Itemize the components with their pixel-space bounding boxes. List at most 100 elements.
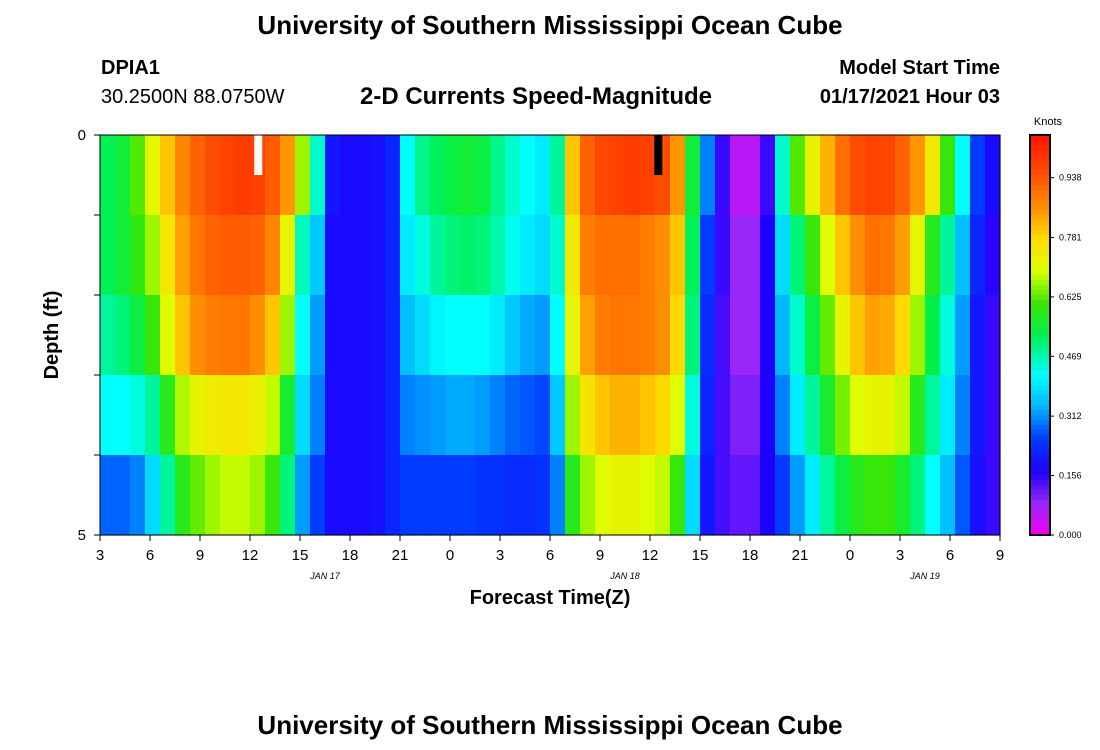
x-tick-label: 15 [692,547,709,564]
heatmap-cell [340,375,356,456]
heatmap-cell [265,295,281,376]
heatmap-cell [745,135,761,216]
heatmap-cell [280,215,296,296]
heatmap-cell [520,375,536,456]
heatmap-cell [715,375,731,456]
heatmap-cell [475,135,491,216]
heatmap-cell [685,455,701,536]
colorbar-tick-label: 0.469 [1059,351,1082,361]
heatmap-cell [760,135,776,216]
heatmap-cell [175,215,191,296]
heatmap-cell [160,215,176,296]
heatmap-cell [820,215,836,296]
heatmap-cell [835,215,851,296]
heatmap-cell [925,295,941,376]
heatmap-cell [685,375,701,456]
x-tick-label: 3 [496,547,504,564]
colorbar-segment [1030,290,1050,296]
heatmap-cell [850,455,866,536]
colorbar-segment [1030,235,1050,241]
x-tick-label: 6 [546,547,554,564]
heatmap-cell [400,295,416,376]
heatmap-cell [910,375,926,456]
heatmap-cell [175,455,191,536]
heatmap-cell [115,135,131,216]
heatmap-cell [895,215,911,296]
heatmap-cell [790,135,806,216]
heatmap-cell [775,375,791,456]
colorbar-segment [1030,495,1050,501]
heatmap-cell [220,135,236,216]
heatmap-cell [625,375,641,456]
heatmap-cell [865,215,881,296]
heatmap-cell [430,215,446,296]
date-label: JAN 17 [309,571,341,581]
heatmap-cell [550,455,566,536]
heatmap-cell [970,455,986,536]
heatmap-cell [685,215,701,296]
colorbar-segment [1030,245,1050,251]
heatmap-cell [985,215,1001,296]
colorbar-segment [1030,335,1050,341]
heatmap-cell [175,135,191,216]
colorbar-segment [1030,445,1050,451]
x-tick-label: 0 [446,547,454,564]
heatmap-cell [190,455,206,536]
heatmap-cell [760,215,776,296]
heatmap-cell [340,215,356,296]
heatmap-cell [295,455,311,536]
heatmap-cell [595,135,611,216]
heatmap-cell [820,135,836,216]
heatmap-cell [445,215,461,296]
colorbar-segment [1030,175,1050,181]
heatmap-cell [895,295,911,376]
heatmap-cell [955,375,971,456]
date-label: JAN 18 [609,571,640,581]
x-tick-label: 12 [242,547,259,564]
heatmap-cell [355,455,371,536]
heatmap-cell [970,375,986,456]
colorbar-segment [1030,145,1050,151]
heatmap-cell [865,375,881,456]
heatmap-cell [250,455,266,536]
heatmap-cell [265,375,281,456]
heatmap-cell [220,375,236,456]
heatmap-cell [340,135,356,216]
heatmap-cell [640,295,656,376]
heatmap-cell [430,455,446,536]
heatmap-cell [475,375,491,456]
heatmap-cell [715,295,731,376]
heatmap-cell [880,455,896,536]
heatmap-cell [520,295,536,376]
heatmap-cell [940,375,956,456]
heatmap-cell [940,215,956,296]
colorbar-segment [1030,435,1050,441]
heatmap-cell [385,455,401,536]
colorbar-segment [1030,185,1050,191]
heatmap-cell [955,135,971,216]
heatmap-cell [430,295,446,376]
colorbar-segment [1030,230,1050,236]
heatmap-cell [610,375,626,456]
colorbar-segment [1030,500,1050,506]
heatmap-cell [310,375,326,456]
heatmap-cell [970,295,986,376]
heatmap-cell [505,215,521,296]
heatmap-cell [565,215,581,296]
heatmap-cell [985,135,1001,216]
heatmap-cell [205,215,221,296]
x-tick-label: 3 [96,547,104,564]
colorbar-segment [1030,510,1050,516]
heatmap-cell [820,455,836,536]
heatmap-cell [145,135,161,216]
heatmap-cell [835,135,851,216]
heatmap-cell [490,295,506,376]
heatmap-cell [880,295,896,376]
heatmap-cell [385,375,401,456]
heatmap-cell [910,455,926,536]
heatmap-cell [325,135,341,216]
heatmap-cell [355,135,371,216]
heatmap-cell [415,455,431,536]
colorbar-segment [1030,505,1050,511]
